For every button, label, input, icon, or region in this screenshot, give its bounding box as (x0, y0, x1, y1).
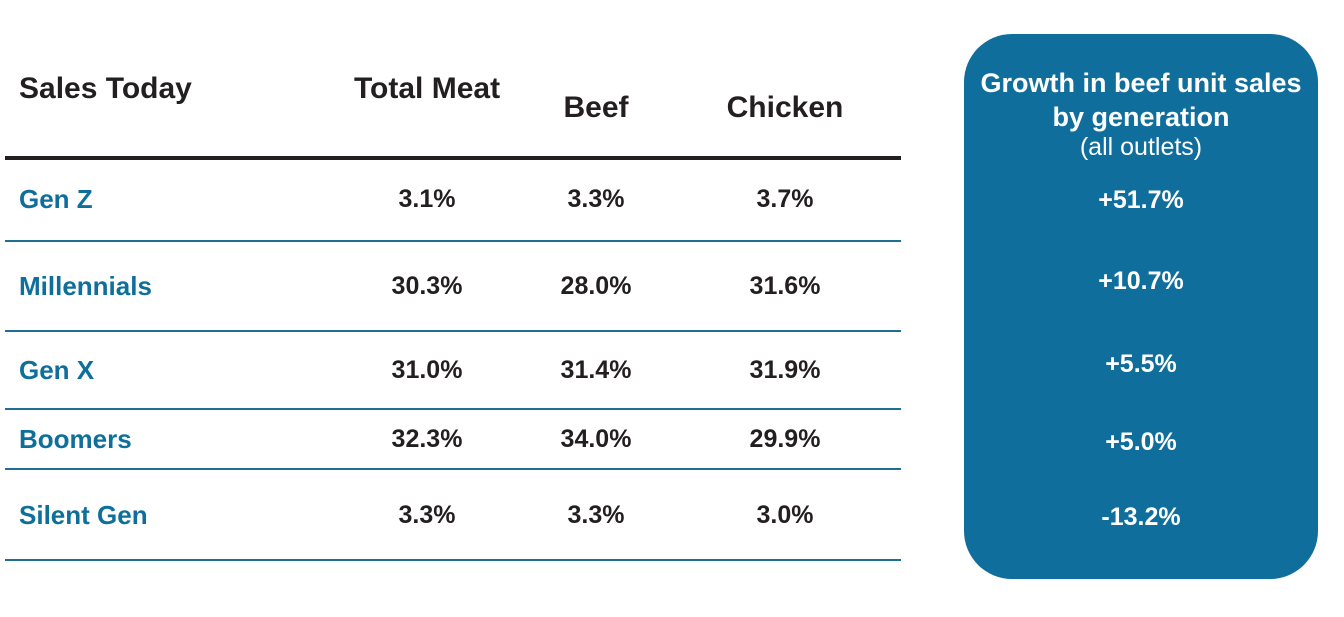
cell-silent-gen-chicken: 3.0% (756, 501, 814, 529)
cell-gen-z-beef: 3.3% (567, 185, 625, 213)
growth-boomers: +5.0% (1105, 428, 1177, 456)
cell-millennials-total-meat: 30.3% (391, 272, 463, 300)
row-divider (5, 559, 901, 561)
growth-silent-gen: -13.2% (1101, 503, 1181, 531)
cell-gen-z-chicken: 3.7% (756, 185, 814, 213)
row-divider (5, 240, 901, 242)
growth-gen-x: +5.5% (1105, 350, 1177, 378)
row-divider (5, 468, 901, 470)
header-divider (5, 156, 901, 160)
col-header-chicken: Chicken (726, 91, 844, 124)
cell-boomers-total-meat: 32.3% (391, 425, 463, 453)
growth-gen-z: +51.7% (1098, 186, 1184, 214)
cell-boomers-chicken: 29.9% (749, 425, 821, 453)
row-label-millennials: Millennials (19, 271, 152, 301)
col-header-total-meat-text: Total Meat (353, 72, 501, 105)
cell-gen-x-total-meat: 31.0% (391, 356, 463, 384)
cell-boomers-beef: 34.0% (560, 425, 632, 453)
row-label-gen-z: Gen Z (19, 184, 93, 214)
cell-silent-gen-beef: 3.3% (567, 501, 625, 529)
row-divider (5, 408, 901, 410)
row-label-gen-x: Gen X (19, 355, 95, 385)
cell-gen-x-beef: 31.4% (560, 356, 632, 384)
table-title: Sales Today (19, 72, 192, 105)
sales-table: Sales Today Total Meat Beef Chicken Gen … (5, 70, 901, 561)
cell-gen-z-total-meat: 3.1% (398, 185, 456, 213)
row-label-silent-gen: Silent Gen (19, 500, 148, 530)
row-divider (5, 330, 901, 332)
col-header-total-meat: Total Meat (347, 70, 507, 107)
growth-millennials: +10.7% (1098, 267, 1184, 295)
beef-growth-panel: Growth in beef unit sales by generation … (964, 34, 1318, 579)
cell-millennials-chicken: 31.6% (749, 272, 821, 300)
row-label-boomers: Boomers (19, 424, 132, 454)
panel-title: Growth in beef unit sales by generation (980, 68, 1302, 132)
cell-silent-gen-total-meat: 3.3% (398, 501, 456, 529)
panel-subtitle: (all outlets) (1079, 133, 1203, 161)
col-header-beef: Beef (563, 91, 629, 124)
cell-millennials-beef: 28.0% (560, 272, 632, 300)
cell-gen-x-chicken: 31.9% (749, 356, 821, 384)
